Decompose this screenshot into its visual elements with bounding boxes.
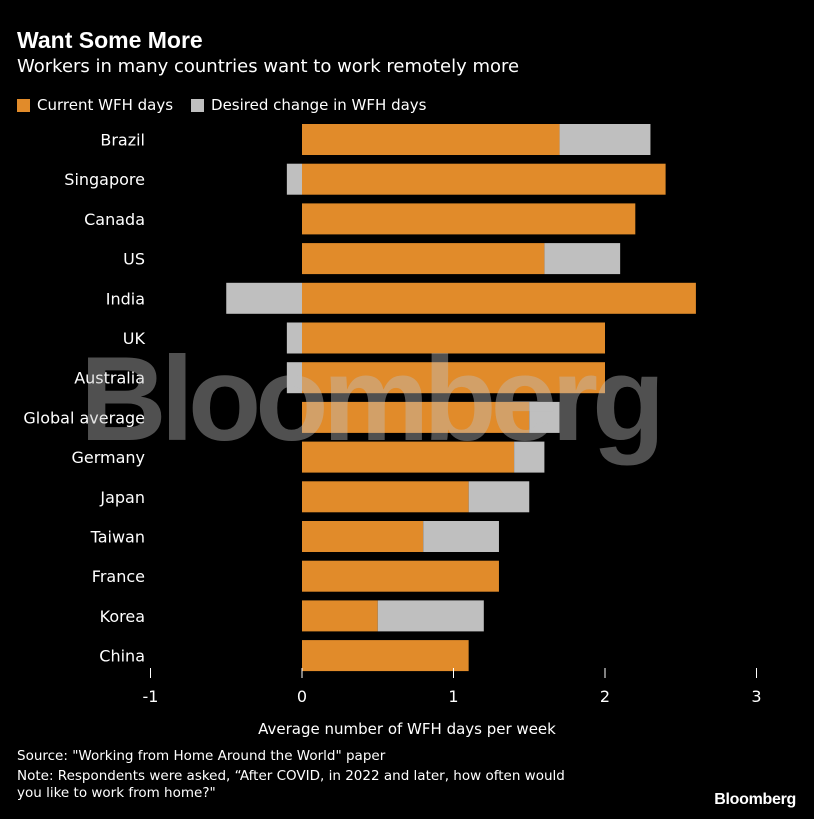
legend: Current WFH days Desired change in WFH d… xyxy=(17,96,444,114)
note-line-2: you like to work from home?" xyxy=(17,785,216,801)
bar-current-canada xyxy=(302,203,636,235)
bar-desired-germany xyxy=(514,441,545,473)
bar-desired-uk xyxy=(286,322,302,354)
x-axis: -1 0 1 2 3 xyxy=(143,668,762,706)
category-label-france: France xyxy=(92,567,145,586)
bar-current-uk xyxy=(302,322,605,354)
category-label-korea: Korea xyxy=(100,607,145,626)
x-tick-label: 2 xyxy=(600,687,610,706)
bar-desired-brazil xyxy=(559,124,651,155)
bar-desired-singapore xyxy=(286,163,302,195)
bar-desired-australia xyxy=(286,362,302,394)
bar-desired-japan xyxy=(468,481,530,513)
bar-current-france xyxy=(302,560,499,592)
bar-current-taiwan xyxy=(302,521,424,552)
category-label-canada: Canada xyxy=(84,210,145,229)
bar-desired-india xyxy=(226,282,302,314)
x-axis-label: Average number of WFH days per week xyxy=(258,720,556,738)
chart-subtitle: Workers in many countries want to work r… xyxy=(17,56,520,77)
category-label-india: India xyxy=(106,289,145,308)
category-label-japan: Japan xyxy=(99,488,145,507)
category-label-brazil: Brazil xyxy=(100,131,145,150)
bars-group xyxy=(226,124,696,672)
category-label-singapore: Singapore xyxy=(64,170,145,189)
legend-label-desired: Desired change in WFH days xyxy=(211,96,427,114)
category-label-australia: Australia xyxy=(74,369,145,388)
bar-current-china xyxy=(302,640,469,672)
x-tick-label: 1 xyxy=(448,687,458,706)
bar-current-india xyxy=(302,282,696,314)
x-tick-label: 0 xyxy=(297,687,307,706)
bar-current-korea xyxy=(302,600,378,632)
bar-current-us xyxy=(302,243,545,275)
category-label-global-average: Global average xyxy=(23,408,145,427)
legend-swatch-desired xyxy=(191,98,205,112)
bar-desired-us xyxy=(544,243,621,275)
chart-title: Want Some More xyxy=(17,27,203,53)
bar-desired-global-average xyxy=(529,401,560,433)
bar-current-germany xyxy=(302,441,515,473)
bar-desired-korea xyxy=(377,600,484,632)
x-tick-label: -1 xyxy=(143,687,159,706)
source-note: Source: "Working from Home Around the Wo… xyxy=(17,748,386,764)
legend-label-current: Current WFH days xyxy=(37,96,174,114)
category-label-uk: UK xyxy=(123,329,146,348)
category-label-china: China xyxy=(99,647,145,666)
legend-item-current: Current WFH days xyxy=(17,96,173,114)
bloomberg-logo: Bloomberg xyxy=(714,791,796,808)
bar-current-japan xyxy=(302,481,469,513)
category-label-taiwan: Taiwan xyxy=(90,528,145,547)
bar-current-australia xyxy=(302,362,605,394)
bar-current-global-average xyxy=(302,401,530,433)
category-label-germany: Germany xyxy=(71,448,145,467)
x-tick-label: 3 xyxy=(751,687,761,706)
category-label-us: US xyxy=(123,250,145,269)
note-line-1: Note: Respondents were asked, “After COV… xyxy=(17,768,565,784)
legend-swatch-current xyxy=(17,98,30,112)
bar-desired-taiwan xyxy=(423,521,499,552)
legend-item-desired: Desired change in WFH days xyxy=(191,96,426,114)
bar-current-singapore xyxy=(302,163,666,195)
category-labels: Brazil Singapore Canada US India UK Australia G… xyxy=(23,131,145,666)
bar-current-brazil xyxy=(302,124,560,155)
